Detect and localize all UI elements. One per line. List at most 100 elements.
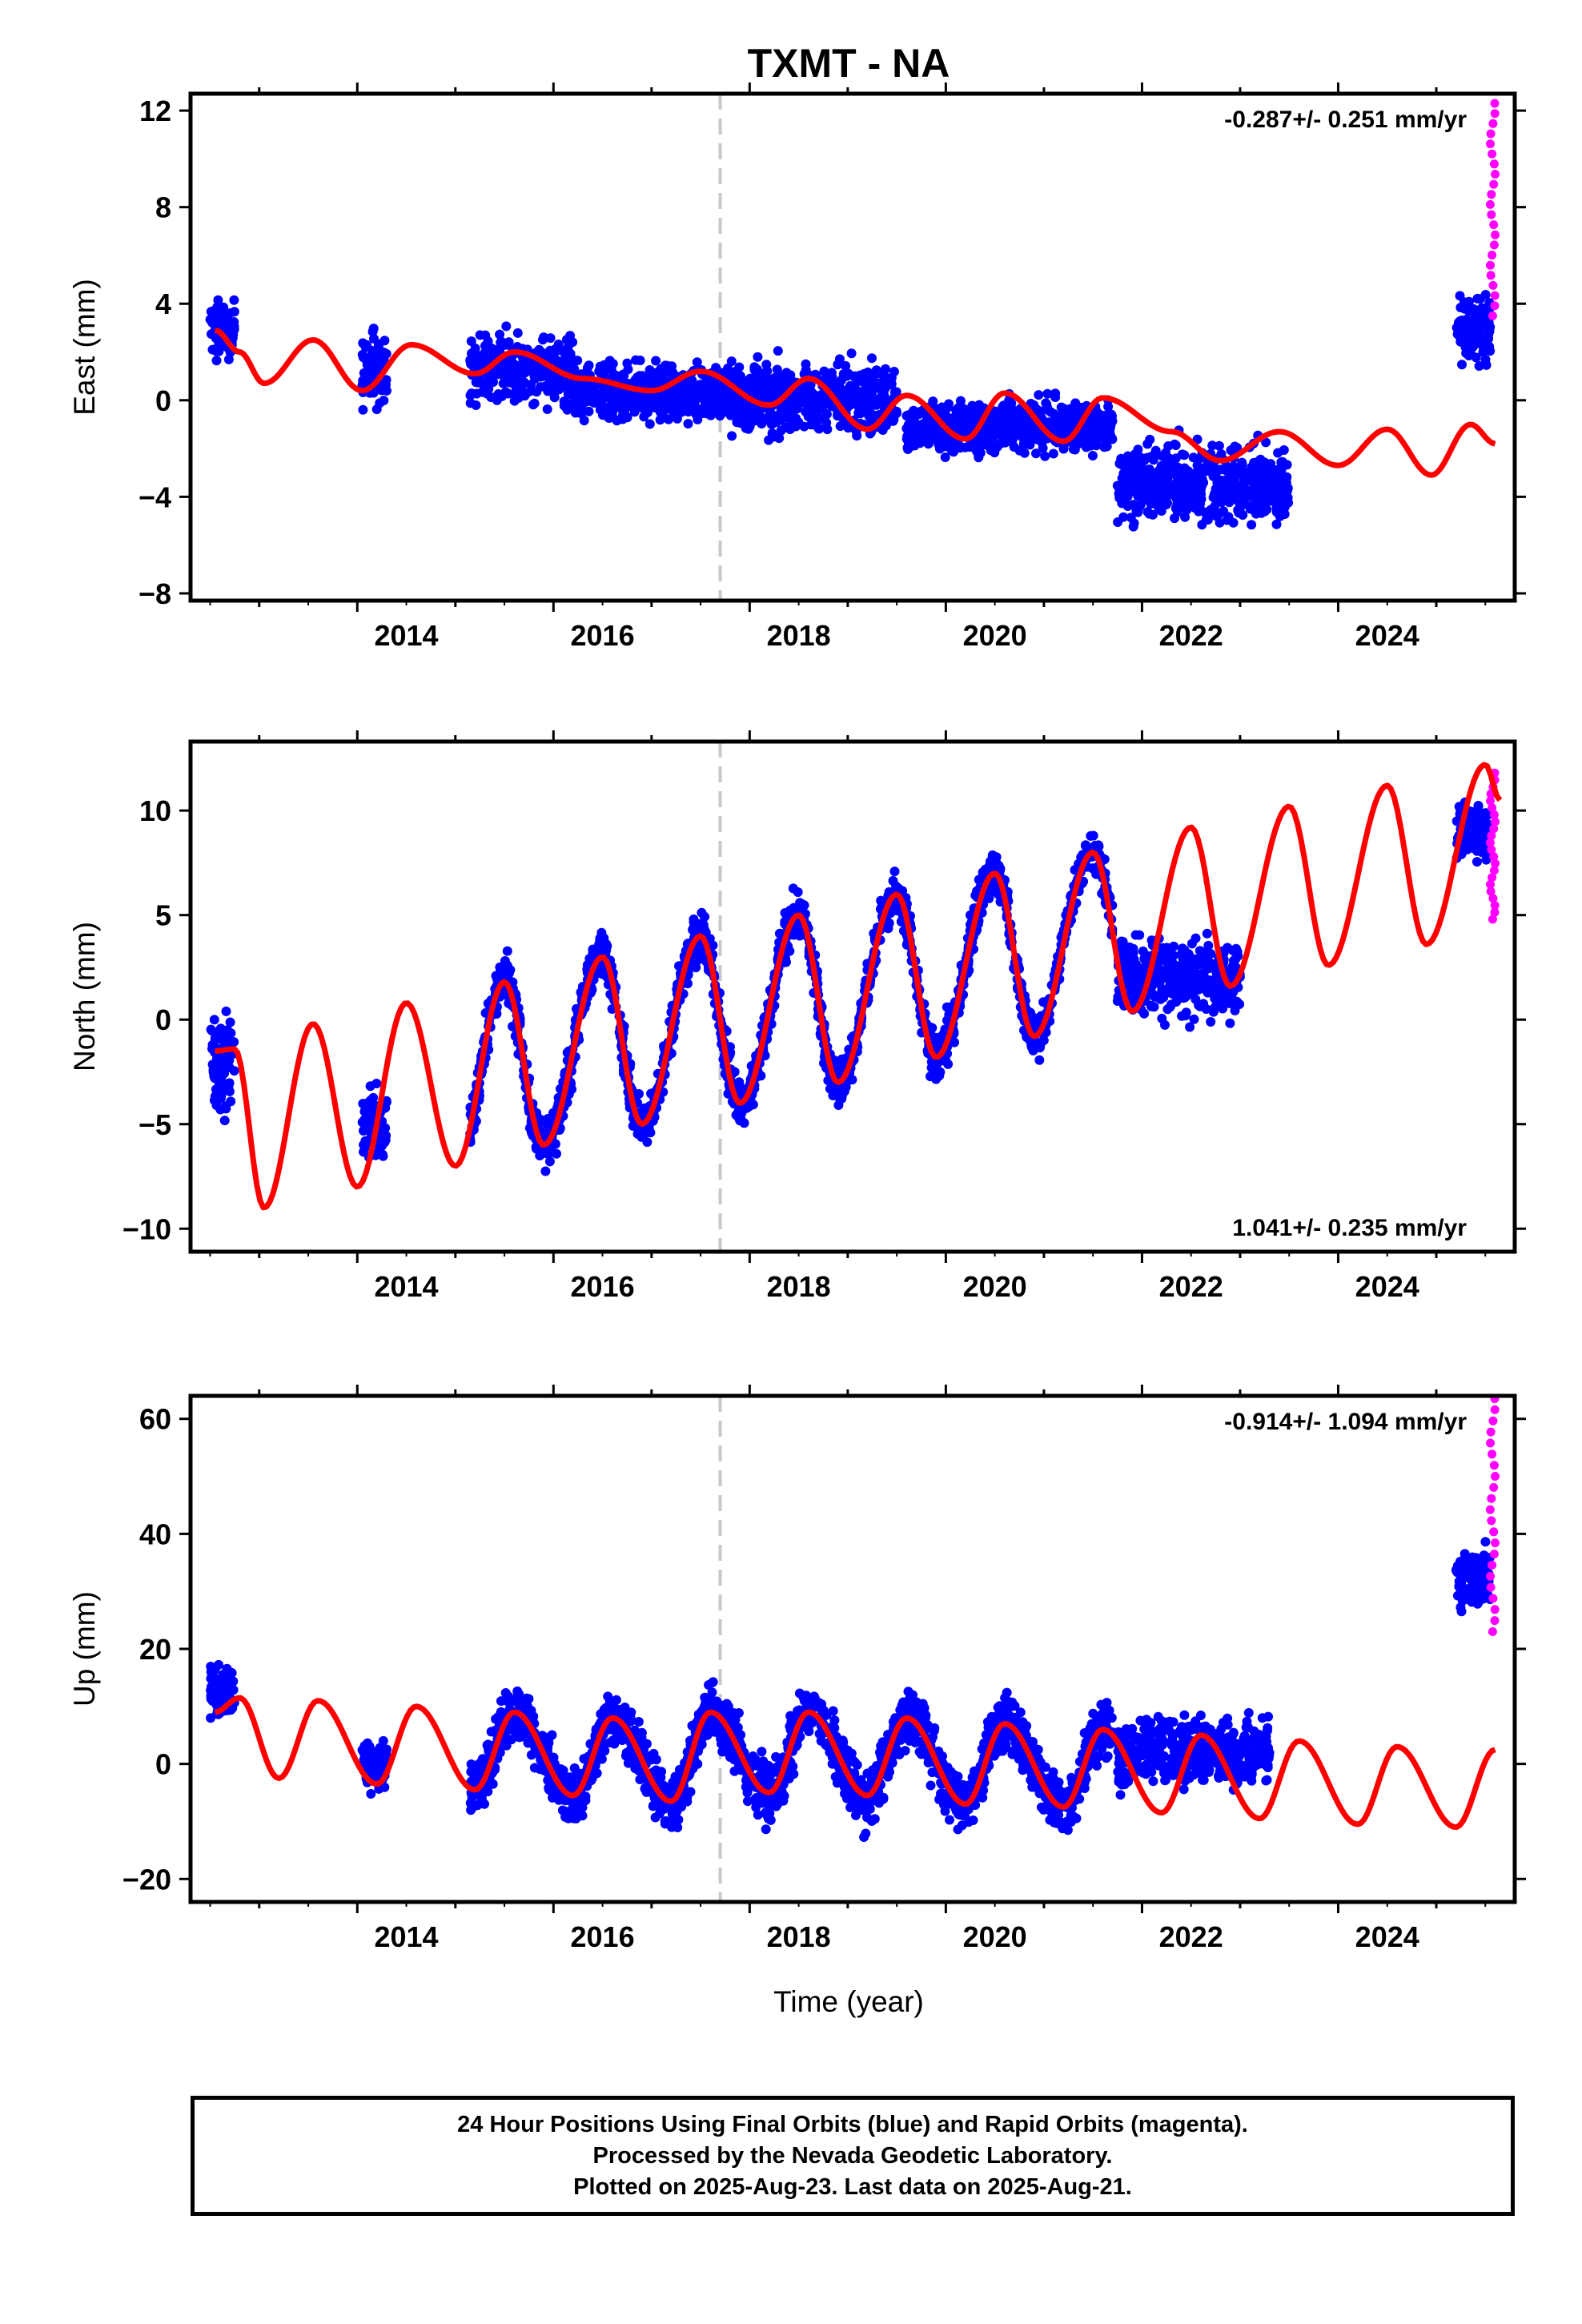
- final-orbit-point: [575, 380, 585, 390]
- rapid-orbit-point: [1490, 301, 1500, 311]
- final-orbit-point: [216, 1073, 227, 1084]
- final-orbit-point: [889, 367, 899, 376]
- rapid-orbit-point: [1488, 280, 1498, 290]
- final-orbit-point: [1041, 398, 1051, 408]
- final-orbit-point: [1256, 508, 1267, 518]
- final-orbit-point: [527, 385, 536, 396]
- final-orbit-point: [1171, 470, 1182, 480]
- final-orbit-point: [845, 383, 856, 393]
- final-orbit-point: [998, 431, 1008, 441]
- rapid-orbit-point: [1490, 291, 1500, 300]
- final-orbit-point: [955, 396, 966, 406]
- final-orbit-point: [776, 406, 786, 416]
- final-orbit-point: [210, 1059, 220, 1070]
- final-orbit-point: [485, 373, 496, 384]
- final-orbit-point: [572, 356, 583, 366]
- final-orbit-point: [916, 408, 926, 418]
- final-orbit-point: [774, 384, 785, 394]
- final-orbit-point: [1221, 465, 1231, 476]
- final-orbit-point: [214, 1083, 224, 1093]
- final-orbit-point: [1103, 401, 1114, 412]
- final-orbit-point: [1204, 466, 1215, 476]
- final-orbit-point: [705, 378, 716, 388]
- final-orbit-point: [475, 330, 485, 340]
- final-orbit-point: [781, 422, 791, 432]
- final-orbit-point: [1226, 445, 1236, 456]
- final-orbit-point: [1090, 428, 1100, 439]
- final-orbit-point: [1210, 501, 1220, 512]
- final-orbit-point: [223, 1025, 233, 1035]
- final-orbit-point: [934, 440, 944, 450]
- final-orbit-point: [375, 1148, 386, 1159]
- final-orbit-point: [1466, 316, 1476, 326]
- final-orbit-point: [617, 411, 628, 421]
- final-orbit-point: [747, 416, 757, 427]
- final-orbit-point: [683, 419, 693, 429]
- final-orbit-point: [928, 396, 938, 407]
- final-orbit-point: [466, 336, 476, 347]
- final-orbit-point: [466, 359, 476, 369]
- rapid-orbit-point: [1489, 240, 1499, 250]
- final-orbit-point: [371, 349, 382, 360]
- final-orbit-point: [487, 344, 497, 353]
- final-orbit-point: [483, 336, 493, 347]
- final-orbit-point: [1274, 476, 1284, 486]
- final-orbit-point: [479, 354, 489, 364]
- final-orbit-point: [998, 402, 1009, 412]
- final-orbit-point: [1237, 496, 1247, 506]
- final-orbit-point: [1212, 493, 1223, 503]
- final-orbit-point: [1455, 316, 1465, 326]
- final-orbit-point: [358, 404, 368, 415]
- final-orbit-point: [1134, 501, 1145, 512]
- final-orbit-point: [1223, 512, 1234, 522]
- final-orbit-point: [1478, 315, 1488, 325]
- final-orbit-point: [1170, 439, 1180, 449]
- final-orbit-point: [1154, 489, 1164, 499]
- final-orbit-point: [826, 368, 837, 378]
- final-orbit-point: [834, 354, 845, 364]
- final-orbit-point: [1019, 421, 1030, 432]
- y-tick-label: −4: [139, 480, 171, 513]
- final-orbit-point: [757, 384, 768, 395]
- final-orbit-point: [500, 388, 510, 399]
- final-orbit-point: [1237, 457, 1247, 468]
- rapid-orbit-point: [1486, 129, 1496, 139]
- final-orbit-point: [1029, 400, 1039, 410]
- final-orbit-point: [1233, 505, 1243, 515]
- final-orbit-point: [209, 1015, 219, 1025]
- final-orbit-point: [1118, 512, 1129, 522]
- final-orbit-point: [1248, 465, 1259, 476]
- x-tick-label: 2022: [1159, 619, 1223, 652]
- final-orbit-point: [210, 316, 220, 327]
- final-orbit-point: [207, 329, 216, 340]
- final-orbit-point: [801, 364, 811, 375]
- final-orbit-point: [1475, 325, 1485, 336]
- rapid-orbit-point: [1488, 311, 1497, 320]
- final-orbit-point: [1030, 427, 1041, 437]
- final-orbit-point: [995, 419, 1006, 428]
- final-orbit-point: [568, 387, 579, 397]
- final-orbit-point: [472, 388, 482, 399]
- final-orbit-point: [752, 372, 762, 383]
- final-orbit-point: [705, 410, 716, 420]
- final-orbit-point: [540, 366, 551, 376]
- final-orbit-point: [651, 356, 661, 366]
- final-orbit-point: [210, 1092, 220, 1102]
- rapid-orbit-point: [1485, 199, 1495, 209]
- final-orbit-point: [1250, 457, 1260, 468]
- final-orbit-point: [501, 321, 512, 332]
- final-orbit-point: [866, 390, 877, 400]
- final-orbit-point: [749, 364, 760, 375]
- final-orbit-point: [1170, 513, 1179, 524]
- final-orbit-point: [814, 424, 824, 434]
- chart-title: TXMT - NA: [748, 41, 950, 86]
- final-orbit-point: [552, 1148, 561, 1159]
- final-orbit-point: [1247, 520, 1257, 530]
- final-orbit-point: [853, 401, 864, 411]
- final-orbit-point: [735, 404, 745, 415]
- final-orbit-point: [923, 433, 934, 444]
- final-orbit-point: [553, 340, 564, 349]
- final-orbit-point: [229, 307, 239, 317]
- final-orbit-point: [691, 409, 701, 419]
